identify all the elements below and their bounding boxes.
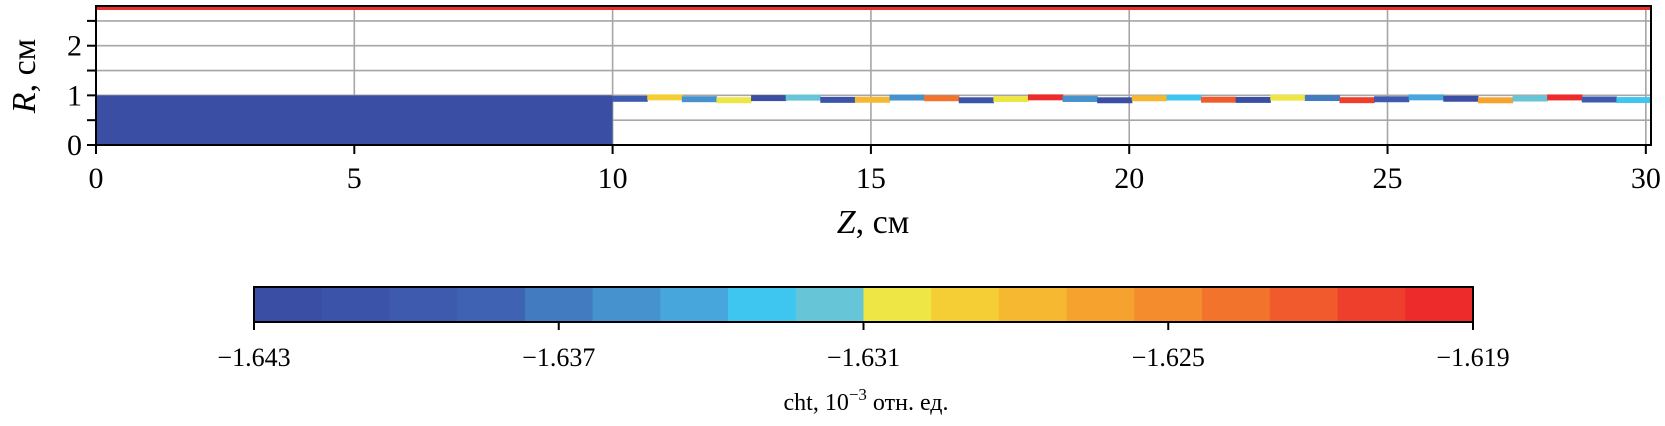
- beam-cell: [1512, 95, 1548, 102]
- beam-cell: [1547, 94, 1583, 101]
- regions: [96, 6, 1651, 145]
- colorbar-tick-label: −1.625: [1132, 343, 1205, 372]
- heatmap-plot: [96, 6, 1651, 145]
- region-wall: [96, 6, 1651, 10]
- beam-cell: [1616, 97, 1651, 104]
- colorbar-segment: [1269, 287, 1339, 322]
- x-tick-label: 25: [1373, 162, 1403, 195]
- beam-cell: [1270, 94, 1306, 101]
- colorbar-segment: [728, 287, 797, 322]
- y-tick-label: 1: [67, 79, 82, 112]
- beam-cell: [993, 96, 1029, 103]
- y-axis-label: R, см: [6, 39, 43, 114]
- x-tick-label: 0: [89, 162, 104, 195]
- x-tick-label: 20: [1114, 162, 1144, 195]
- colorbar-segment: [863, 287, 932, 322]
- colorbar-tick-label: −1.619: [1436, 343, 1509, 372]
- beam-cell: [1304, 95, 1341, 102]
- beam-cell: [820, 96, 856, 103]
- colorbar-segment: [795, 287, 864, 322]
- beam-cell: [1062, 96, 1098, 102]
- colorbar-segment: [931, 287, 1000, 322]
- beam-cell: [785, 94, 821, 101]
- beam-cell: [889, 94, 925, 101]
- colorbar-segment: [457, 287, 526, 322]
- beam-cell: [1131, 95, 1168, 102]
- beam-cell: [958, 97, 994, 104]
- beam-cell: [1374, 96, 1410, 103]
- colorbar-label: cht, 10−3 отн. ед.: [784, 385, 949, 416]
- colorbar-tick-label: −1.637: [522, 343, 595, 372]
- colorbar-segment: [1405, 287, 1474, 322]
- x-tick-label: 5: [347, 162, 362, 195]
- y-tick-label: 0: [67, 129, 82, 162]
- colorbar: −1.643 −1.637 −1.631 −1.625 −1.619 cht, 10−3…: [217, 286, 1510, 416]
- beam-cell: [751, 95, 787, 102]
- beam-cell: [647, 94, 683, 101]
- y-axis-ticks: 0 1 2: [67, 19, 96, 162]
- colorbar-segment: [592, 287, 661, 322]
- colorbar-tick-label: −1.643: [217, 343, 290, 372]
- beam-cell: [1201, 96, 1237, 103]
- beam-cell: [681, 96, 718, 103]
- colorbar-segments: [254, 287, 1474, 322]
- x-axis-ticks: 0 5 10 15 20 25 30: [89, 145, 1661, 195]
- colorbar-segment: [1202, 287, 1271, 322]
- colorbar-ticks: −1.643 −1.637 −1.631 −1.625 −1.619: [217, 322, 1510, 372]
- region-block: [96, 95, 613, 145]
- beam-cell: [1235, 96, 1271, 103]
- beam-cell: [1339, 97, 1375, 104]
- colorbar-segment: [1337, 287, 1406, 322]
- beam-cell: [1443, 95, 1479, 102]
- colorbar-segment: [524, 287, 594, 322]
- x-tick-label: 10: [598, 162, 628, 195]
- beam-trace: [612, 94, 1651, 104]
- colorbar-segment: [254, 287, 323, 322]
- plot-frame: [95, 5, 1652, 146]
- beam-cell: [854, 96, 891, 103]
- y-tick-label: 2: [67, 30, 82, 63]
- beam-cell: [612, 95, 648, 102]
- beam-cell: [924, 95, 960, 102]
- x-axis-label: Z, см: [837, 204, 910, 241]
- colorbar-segment: [389, 287, 458, 322]
- x-tick-label: 30: [1631, 162, 1661, 195]
- colorbar-segment: [660, 287, 729, 322]
- beam-cell: [1027, 94, 1064, 101]
- x-tick-label: 15: [856, 162, 886, 195]
- colorbar-tick-label: −1.631: [827, 343, 900, 372]
- colorbar-segment: [998, 287, 1068, 322]
- beam-cell: [1097, 97, 1133, 104]
- beam-cell: [1166, 94, 1202, 101]
- beam-cell: [1477, 97, 1514, 104]
- colorbar-segment: [1134, 287, 1203, 322]
- beam-cell: [1581, 96, 1617, 103]
- beam-cell: [716, 97, 752, 104]
- beam-cell: [1408, 94, 1444, 101]
- colorbar-segment: [321, 287, 390, 322]
- colorbar-segment: [1066, 287, 1135, 322]
